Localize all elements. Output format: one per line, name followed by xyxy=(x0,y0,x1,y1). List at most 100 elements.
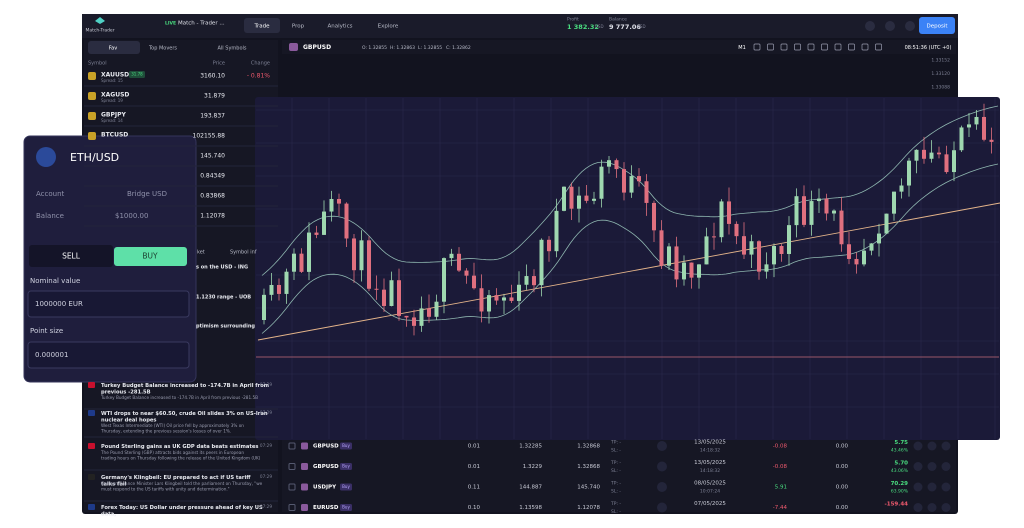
edit-button[interactable] xyxy=(657,502,667,513)
tool-icon[interactable] xyxy=(861,43,869,51)
tool-icon[interactable] xyxy=(848,43,855,51)
row-action[interactable] xyxy=(941,482,951,492)
label: 0.00 xyxy=(836,505,849,511)
header-icon[interactable] xyxy=(885,21,895,31)
news-tab[interactable]: ket xyxy=(197,250,205,256)
candle-body xyxy=(907,160,911,186)
label: 1.32868 xyxy=(577,444,600,450)
side-badge xyxy=(340,442,352,450)
candle-body xyxy=(389,280,394,306)
row-action[interactable] xyxy=(927,503,937,512)
nominal-input[interactable] xyxy=(27,290,190,318)
row-action[interactable] xyxy=(941,462,951,471)
nav-tab[interactable]: Analytics xyxy=(328,24,353,30)
news-time: 07:29 xyxy=(260,410,272,415)
header-icon[interactable] xyxy=(905,21,915,31)
label: 102155.88 xyxy=(193,133,226,140)
watch-tab[interactable]: Fav xyxy=(109,46,117,52)
row-action[interactable] xyxy=(941,441,951,451)
candle-body xyxy=(614,160,619,170)
label: 1000000 EUR xyxy=(35,300,83,308)
news-tab[interactable]: Symbol inf xyxy=(230,250,257,256)
checkbox[interactable] xyxy=(288,463,296,470)
side-badge xyxy=(340,483,352,491)
checkbox[interactable] xyxy=(288,483,296,491)
candle-body xyxy=(562,186,566,211)
deposit-button[interactable] xyxy=(919,17,955,34)
label: 144.887 xyxy=(519,485,542,491)
buy-button[interactable] xyxy=(114,247,187,266)
edit-button[interactable] xyxy=(657,482,667,492)
label: BTCUSD xyxy=(101,132,128,139)
order-card: ETH/USD Account Bridge USD Balance $1000.00 S… xyxy=(23,135,197,383)
row-action[interactable] xyxy=(941,503,951,512)
candle-body xyxy=(382,289,386,306)
nav-tab[interactable]: Explore xyxy=(378,24,399,30)
news-fragment: 1.1230 range - UOB xyxy=(196,295,251,301)
point-input[interactable] xyxy=(27,341,190,369)
tool-icon[interactable] xyxy=(780,43,788,51)
candle-body xyxy=(532,276,536,286)
row-action[interactable] xyxy=(913,503,923,512)
candle-body xyxy=(644,181,649,203)
tool-icon[interactable] xyxy=(875,43,882,51)
nav-tab[interactable]: Trade xyxy=(253,24,270,30)
label: 1.12078 xyxy=(200,213,225,220)
candle-body xyxy=(299,253,304,272)
row-action[interactable] xyxy=(913,441,923,451)
label: -0.08 xyxy=(773,464,788,470)
news-fragment: s on the USD - ING xyxy=(196,265,248,271)
label: 5.70 xyxy=(894,461,908,467)
deposit-label[interactable]: Deposit xyxy=(926,24,948,30)
news-icon xyxy=(88,504,95,510)
nav-tab[interactable]: Prop xyxy=(292,24,305,30)
label: Spread: 14 xyxy=(101,118,123,123)
news-fragment: ptimism surrounding xyxy=(196,324,255,330)
tool-icon[interactable] xyxy=(807,43,815,51)
tool-icon[interactable] xyxy=(767,43,774,51)
candle-body xyxy=(959,127,964,151)
label: 1.32285 xyxy=(519,444,542,450)
news-time: 07:29 xyxy=(260,504,272,509)
edit-button[interactable] xyxy=(657,461,667,472)
label: -7.44 xyxy=(773,505,788,511)
fav-tab[interactable] xyxy=(88,41,140,54)
chart-overlay xyxy=(255,97,1001,440)
tool-icon[interactable] xyxy=(794,43,801,51)
label[interactable]: BUY xyxy=(142,252,158,261)
side-badge xyxy=(340,463,352,470)
tool-icon[interactable] xyxy=(834,43,842,51)
label: GBPUSD xyxy=(313,444,339,450)
row-action[interactable] xyxy=(913,462,923,471)
candle-body xyxy=(352,238,356,271)
trend-line xyxy=(257,202,1001,341)
tool-icon[interactable] xyxy=(753,43,761,51)
row-action[interactable] xyxy=(913,482,923,492)
label[interactable]: M1 xyxy=(738,45,746,51)
sell-button[interactable] xyxy=(29,245,113,267)
label: 07/05/2025 xyxy=(694,501,726,507)
label: Balance xyxy=(609,17,627,23)
active-tab[interactable] xyxy=(244,18,280,33)
label[interactable]: SELL xyxy=(62,252,81,261)
label: O: 1.32855 xyxy=(362,45,387,51)
candle-body xyxy=(794,196,799,226)
tool-icon[interactable] xyxy=(821,43,828,51)
bollinger-upper xyxy=(261,105,999,276)
checkbox[interactable] xyxy=(288,442,296,450)
checkbox[interactable] xyxy=(288,504,296,511)
candle-body xyxy=(682,262,686,280)
candle-body xyxy=(404,315,409,318)
candle-body xyxy=(659,230,664,266)
header-icon[interactable] xyxy=(865,21,875,31)
row-action[interactable] xyxy=(927,441,937,451)
candle-body xyxy=(337,198,341,204)
watch-tab[interactable]: All Symbols xyxy=(217,46,246,52)
edit-button[interactable] xyxy=(657,441,667,451)
label: Account xyxy=(36,190,65,198)
row-action[interactable] xyxy=(927,482,937,492)
candle-body xyxy=(307,232,311,272)
watch-tab[interactable]: Top Movers xyxy=(148,46,177,52)
row-action[interactable] xyxy=(927,462,937,471)
news-text: Germany's Klingbeil: EU prepared to act … xyxy=(101,475,251,488)
